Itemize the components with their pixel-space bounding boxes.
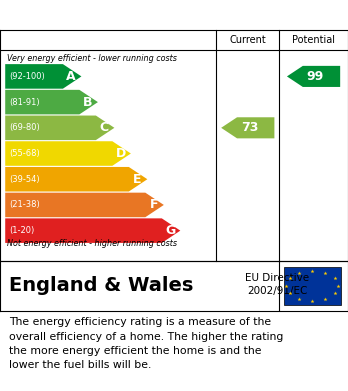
Polygon shape [5,218,180,243]
Text: G: G [165,224,175,237]
Text: Not energy efficient - higher running costs: Not energy efficient - higher running co… [7,239,177,248]
Text: (92-100): (92-100) [9,72,45,81]
Polygon shape [5,90,98,115]
Polygon shape [5,64,81,89]
Text: F: F [149,199,158,212]
Text: E: E [133,173,141,186]
Polygon shape [5,141,131,166]
Text: B: B [83,96,93,109]
Bar [284,267,341,305]
Polygon shape [5,116,114,140]
Polygon shape [5,167,147,192]
Text: EU Directive
2002/91/EC: EU Directive 2002/91/EC [245,273,309,296]
Polygon shape [287,66,340,87]
Text: D: D [116,147,126,160]
Text: Potential: Potential [292,35,335,45]
Text: C: C [100,121,109,135]
Text: (81-91): (81-91) [9,98,40,107]
Text: Current: Current [229,35,266,45]
Text: (55-68): (55-68) [9,149,40,158]
Text: (1-20): (1-20) [9,226,35,235]
Text: England & Wales: England & Wales [9,276,193,295]
Text: The energy efficiency rating is a measure of the
overall efficiency of a home. T: The energy efficiency rating is a measur… [9,317,283,370]
Text: Very energy efficient - lower running costs: Very energy efficient - lower running co… [7,54,177,63]
Text: Energy Efficiency Rating: Energy Efficiency Rating [9,7,230,23]
Text: A: A [66,70,76,83]
Text: (21-38): (21-38) [9,201,40,210]
Text: 73: 73 [241,121,258,135]
Text: 99: 99 [307,70,324,83]
Polygon shape [5,193,164,217]
Text: (39-54): (39-54) [9,175,40,184]
Polygon shape [221,117,274,138]
Text: (69-80): (69-80) [9,123,40,132]
